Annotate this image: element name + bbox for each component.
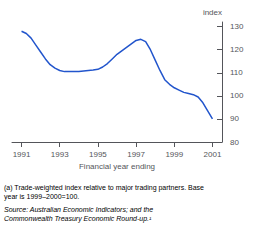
svg-text:1997: 1997 (127, 150, 145, 159)
svg-text:80: 80 (230, 138, 239, 147)
svg-text:120: 120 (230, 45, 244, 54)
svg-text:(a) Trade-weighted index relat: (a) Trade-weighted index relative to maj… (4, 184, 204, 192)
svg-text:year is 1999–2000=100.: year is 1999–2000=100. (4, 193, 79, 201)
svg-text:100: 100 (230, 91, 244, 100)
svg-text:1991: 1991 (13, 150, 31, 159)
svg-text:2001: 2001 (204, 150, 222, 159)
svg-text:1995: 1995 (89, 150, 107, 159)
svg-text:110: 110 (230, 68, 243, 77)
svg-text:130: 130 (230, 22, 244, 31)
svg-text:1993: 1993 (51, 150, 69, 159)
svg-text:1999: 1999 (165, 150, 183, 159)
svg-text:Financial year ending: Financial year ending (79, 162, 155, 171)
svg-text:90: 90 (230, 114, 239, 123)
svg-text:index: index (203, 8, 222, 17)
svg-text:Source: Australian Economic In: Source: Australian Economic Indicators; … (4, 206, 153, 213)
svg-text:Commonwealth Treasury Economic: Commonwealth Treasury Economic Round-up.… (4, 215, 152, 223)
